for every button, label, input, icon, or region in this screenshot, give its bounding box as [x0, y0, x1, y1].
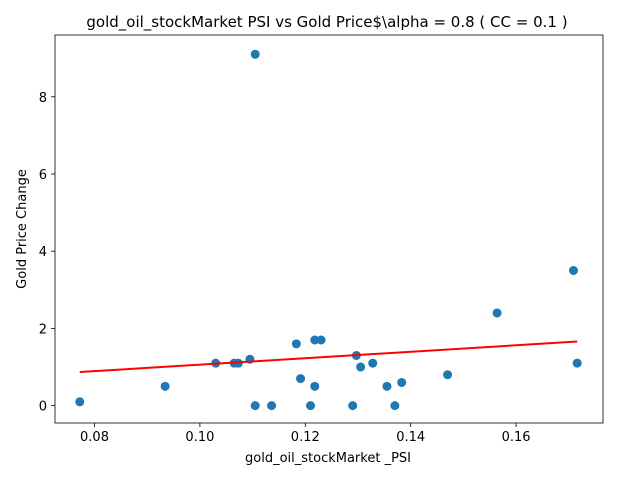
data-point-8 [267, 401, 277, 411]
data-point-22 [443, 370, 453, 380]
y-tick-label: 4 [39, 245, 47, 260]
data-point-10 [296, 374, 306, 384]
data-point-1 [160, 381, 170, 391]
data-point-19 [382, 381, 392, 391]
data-point-6 [250, 49, 260, 59]
y-tick-label: 6 [39, 168, 47, 183]
data-point-21 [397, 377, 407, 387]
data-point-9 [291, 339, 301, 349]
data-point-15 [348, 401, 358, 411]
x-tick-label: 0.08 [80, 430, 109, 445]
y-axis-label: Gold Price Change [15, 169, 30, 289]
data-point-11 [306, 401, 316, 411]
y-axis-ticks: 0 2 4 6 8 [39, 91, 55, 415]
data-point-25 [572, 358, 582, 368]
x-tick-label: 0.16 [502, 430, 531, 445]
y-tick-label: 2 [39, 322, 47, 337]
x-axis-label: gold_oil_stockMarket _PSI [245, 451, 411, 466]
data-point-24 [568, 266, 578, 276]
data-point-7 [250, 401, 260, 411]
x-axis-ticks: 0.08 0.10 0.12 0.14 0.16 [80, 423, 531, 445]
data-point-18 [368, 358, 378, 368]
data-point-14 [316, 335, 326, 345]
plot-area [54, 34, 604, 424]
x-tick-label: 0.10 [185, 430, 214, 445]
data-point-13 [310, 381, 320, 391]
data-point-12 [310, 335, 320, 345]
y-tick-label: 8 [39, 91, 47, 106]
x-tick-label: 0.12 [291, 430, 320, 445]
x-tick-label: 0.14 [396, 430, 425, 445]
data-point-17 [356, 362, 366, 372]
data-point-23 [492, 308, 502, 318]
data-point-0 [75, 397, 85, 407]
axes-frame [54, 34, 604, 424]
chart-title: gold_oil_stockMarket PSI vs Gold Price$\… [86, 13, 567, 32]
data-point-20 [390, 401, 400, 411]
regression-line [79, 340, 578, 374]
y-tick-label: 0 [39, 400, 47, 415]
